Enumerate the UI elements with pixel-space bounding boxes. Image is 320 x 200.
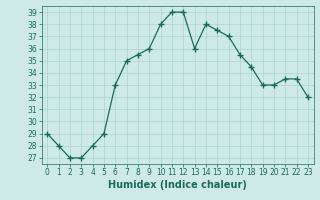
X-axis label: Humidex (Indice chaleur): Humidex (Indice chaleur) xyxy=(108,180,247,190)
